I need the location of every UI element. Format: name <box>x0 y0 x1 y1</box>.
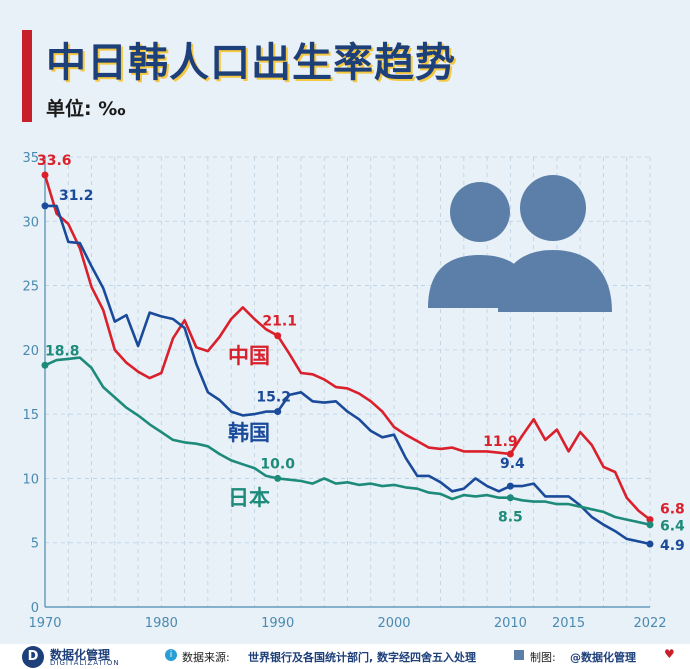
brand-name-en: DIGITALIZATION <box>50 659 120 667</box>
source-label: 数据来源: <box>182 651 230 664</box>
bar-chart-icon <box>514 650 524 660</box>
x-tick-label: 2022 <box>633 616 666 631</box>
data-label-korea: 4.9 <box>660 538 685 554</box>
data-label-japan: 8.5 <box>498 510 523 526</box>
y-tick-label: 0 <box>31 601 39 616</box>
heart-icon: ♥ <box>664 647 675 661</box>
line-chart: 0 5 10 15 20 25 30 35 1970 1980 1990 2000 2010 2015 20… <box>22 151 685 631</box>
y-tick-label: 15 <box>22 408 39 423</box>
data-label-japan: 18.8 <box>45 343 80 359</box>
brand-logo-icon: D <box>22 646 44 668</box>
data-point-japan <box>506 494 514 502</box>
series-line-korea <box>43 204 652 546</box>
series-name-japan: 日本 <box>228 486 270 510</box>
y-tick-label: 20 <box>22 344 39 359</box>
y-tick-label: 10 <box>22 472 39 487</box>
data-point-china <box>274 332 282 340</box>
data-point-japan <box>41 361 49 369</box>
series-line-japan <box>43 356 652 526</box>
data-point-china <box>506 450 514 458</box>
x-tick-label: 1970 <box>28 616 61 631</box>
data-label-china: 21.1 <box>262 314 297 330</box>
brand-name: 数据化管理 <box>50 648 111 662</box>
data-point-china <box>646 516 654 524</box>
data-labels: 33.6 21.1 11.9 6.8 31.2 15.2 9.4 4.9 18.8 10.0 8.5… <box>37 153 685 554</box>
series-name-china: 中国 <box>228 344 270 368</box>
y-tick-label: 30 <box>22 215 39 230</box>
x-tick-label: 2015 <box>552 616 585 631</box>
series-lines <box>43 173 652 546</box>
source-text: 世界银行及各国统计部门, 数字经四舍五入处理 <box>248 651 477 664</box>
two-people-icon <box>428 175 612 312</box>
axes: 0 5 10 15 20 25 30 35 1970 1980 1990 2000 2010 2015 20… <box>22 151 666 631</box>
data-label-china: 11.9 <box>483 434 518 450</box>
data-point-korea <box>274 408 282 416</box>
x-tick-label: 1990 <box>261 616 294 631</box>
data-point-japan <box>646 521 654 529</box>
data-point-korea <box>646 540 654 548</box>
info-icon: i <box>165 649 177 661</box>
footer: D 数据化管理 DIGITALIZATION i 数据来源: 世界银行及各国统计… <box>0 644 690 669</box>
x-tick-label: 2000 <box>377 616 410 631</box>
data-point-korea <box>41 202 49 210</box>
unit-label: 单位: ‰ <box>46 98 126 120</box>
made-by-text: @数据化管理 <box>570 651 636 664</box>
data-label-china: 33.6 <box>37 153 72 169</box>
data-label-japan: 6.4 <box>660 519 685 535</box>
data-point-china <box>41 171 49 179</box>
y-tick-label: 25 <box>22 280 39 295</box>
data-label-china: 6.8 <box>660 502 685 518</box>
series-name-korea: 韩国 <box>228 421 270 445</box>
data-label-korea: 15.2 <box>256 390 291 406</box>
made-by-label: 制图: <box>530 651 556 664</box>
y-tick-label: 35 <box>22 151 39 166</box>
data-point-korea <box>506 482 514 490</box>
data-label-japan: 10.0 <box>260 456 295 472</box>
data-point-japan <box>274 474 282 482</box>
x-tick-label: 1980 <box>145 616 178 631</box>
series-line-china <box>43 173 652 521</box>
data-label-korea: 31.2 <box>59 188 94 204</box>
title-accent-bar <box>22 30 32 122</box>
chart-title: 中日韩人口出生率趋势 <box>46 40 456 86</box>
y-tick-label: 5 <box>31 537 39 552</box>
x-tick-label: 2010 <box>494 616 527 631</box>
data-label-korea: 9.4 <box>500 456 525 472</box>
